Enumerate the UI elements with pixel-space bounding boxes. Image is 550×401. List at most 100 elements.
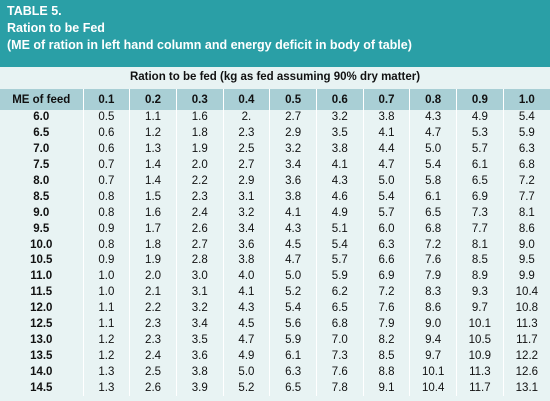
ration-value-cell: 4.3 — [269, 221, 317, 238]
ration-value-cell: 1.6 — [175, 110, 224, 126]
ration-value-cell: 0.8 — [82, 237, 130, 254]
ration-value-cell: 10.5 — [456, 332, 504, 349]
table-row: 6.0 0.5 1.1 1.6 2. 2.7 3.2 3.8 4.3 4.9 5.4 — [0, 110, 550, 126]
ration-value-cell: 6.9 — [456, 189, 504, 206]
ration-value-cell: 2.2 — [175, 173, 224, 190]
ration-value-cell: 5.2 — [269, 284, 317, 301]
ration-value-cell: 0.6 — [82, 141, 130, 158]
ration-value-cell: 2.7 — [269, 110, 317, 126]
table-subheading: Ration to be fed (kg as fed assuming 90%… — [0, 65, 550, 89]
ration-value-cell: 10.1 — [409, 364, 457, 381]
ration-value-cell: 10.4 — [502, 284, 550, 301]
ration-value-cell: 3.6 — [269, 173, 317, 190]
ration-value-cell: 8.6 — [502, 221, 550, 238]
me-value-cell: 8.5 — [0, 189, 84, 206]
ration-value-cell: 3.5 — [175, 332, 224, 349]
me-value-cell: 11.5 — [0, 284, 84, 301]
me-value-cell: 6.0 — [0, 110, 84, 126]
ration-value-cell: 6.5 — [315, 300, 364, 317]
ration-value-cell: 6.5 — [409, 205, 457, 222]
ration-value-cell: 12.6 — [502, 364, 550, 381]
ration-value-cell: 3.6 — [175, 348, 224, 365]
table-title: Ration to be Fed — [7, 21, 105, 35]
table-caption: (ME of ration in left hand column and en… — [7, 38, 412, 52]
ration-value-cell: 9.0 — [502, 237, 550, 254]
ration-value-cell: 2.0 — [129, 268, 177, 285]
ration-value-cell: 2.3 — [129, 332, 177, 349]
me-value-cell: 10.5 — [0, 253, 84, 269]
ration-value-cell: 1.3 — [82, 364, 130, 381]
ration-value-cell: 5.4 — [409, 157, 457, 174]
me-value-cell: 7.5 — [0, 157, 84, 174]
ration-value-cell: 5.7 — [456, 141, 504, 158]
ration-value-cell: 2.3 — [175, 189, 224, 206]
ration-value-cell: 9.3 — [456, 284, 504, 301]
column-header-deficit: 0.1 — [82, 89, 130, 110]
ration-value-cell: 7.2 — [362, 284, 410, 301]
ration-value-cell: 3.1 — [222, 189, 270, 206]
ration-value-cell: 11.7 — [502, 332, 550, 349]
me-value-cell: 7.0 — [0, 141, 84, 158]
ration-value-cell: 1.6 — [129, 205, 177, 222]
ration-value-cell: 5.6 — [269, 316, 317, 333]
ration-value-cell: 7.6 — [409, 253, 457, 269]
ration-value-cell: 8.5 — [362, 348, 410, 365]
ration-value-cell: 9.7 — [456, 300, 504, 317]
ration-value-cell: 1.2 — [82, 332, 130, 349]
ration-value-cell: 9.1 — [362, 380, 410, 397]
ration-value-cell: 4.1 — [362, 125, 410, 142]
ration-value-cell: 4.5 — [269, 237, 317, 254]
ration-value-cell: 5.0 — [222, 364, 270, 381]
ration-value-cell: 4.3 — [409, 110, 457, 126]
ration-value-cell: 11.3 — [456, 364, 504, 381]
ration-value-cell: 3.8 — [362, 110, 410, 126]
table-row: 8.0 0.7 1.4 2.2 2.9 3.6 4.3 5.0 5.8 6.5 7.2 — [0, 173, 550, 190]
ration-value-cell: 8.5 — [456, 253, 504, 269]
ration-value-cell: 6.3 — [269, 364, 317, 381]
column-header-deficit: 0.6 — [315, 89, 364, 110]
header-row: ME of feed 0.1 0.2 0.3 0.4 0.5 0.6 0.7 0.8 0.9 1.… — [0, 89, 550, 110]
ration-value-cell: 7.3 — [315, 348, 364, 365]
column-header-deficit: 0.7 — [362, 89, 410, 110]
ration-value-cell: 6.0 — [362, 221, 410, 238]
ration-value-cell: 6.6 — [362, 253, 410, 269]
ration-value-cell: 5.2 — [222, 380, 270, 397]
ration-value-cell: 0.5 — [82, 110, 130, 126]
ration-value-cell: 9.9 — [502, 268, 550, 285]
ration-value-cell: 0.9 — [82, 253, 130, 269]
ration-value-cell: 3.8 — [222, 253, 270, 269]
ration-value-cell: 6.8 — [502, 157, 550, 174]
ration-value-cell: 3.6 — [222, 237, 270, 254]
table-row: 10.5 0.9 1.9 2.8 3.8 4.7 5.7 6.6 7.6 8.5 9.5 — [0, 253, 550, 269]
ration-value-cell: 0.8 — [82, 189, 130, 206]
ration-value-cell: 10.9 — [456, 348, 504, 365]
ration-value-cell: 9.7 — [409, 348, 457, 365]
ration-value-cell: 6.2 — [315, 284, 364, 301]
ration-value-cell: 5.4 — [269, 300, 317, 317]
ration-value-cell: 1.1 — [82, 316, 130, 333]
ration-value-cell: 10.1 — [456, 316, 504, 333]
ration-value-cell: 1.3 — [82, 380, 130, 397]
ration-value-cell: 5.7 — [362, 205, 410, 222]
ration-value-cell: 11.3 — [502, 316, 550, 333]
ration-value-cell: 7.9 — [409, 268, 457, 285]
table-number: TABLE 5. — [7, 4, 62, 18]
ration-value-cell: 2.6 — [129, 380, 177, 397]
ration-value-cell: 2.7 — [222, 157, 270, 174]
table-row: 6.5 0.6 1.2 1.8 2.3 2.9 3.5 4.1 4.7 5.3 5.9 — [0, 125, 550, 142]
ration-value-cell: 4.9 — [222, 348, 270, 365]
ration-value-cell: 4.1 — [269, 205, 317, 222]
ration-value-cell: 0.9 — [82, 221, 130, 238]
column-header-deficit: 0.5 — [269, 89, 317, 110]
ration-value-cell: 8.1 — [456, 237, 504, 254]
ration-value-cell: 1.8 — [129, 237, 177, 254]
me-value-cell: 8.0 — [0, 173, 84, 190]
ration-value-cell: 5.9 — [502, 125, 550, 142]
ration-value-cell: 2.2 — [129, 300, 177, 317]
ration-value-cell: 6.3 — [362, 237, 410, 254]
ration-table: ME of feed 0.1 0.2 0.3 0.4 0.5 0.6 0.7 0.8 0.9 1.… — [0, 89, 550, 397]
table-row: 12.5 1.1 2.3 3.4 4.5 5.6 6.8 7.9 9.0 10.1 11.3 — [0, 316, 550, 333]
me-value-cell: 14.5 — [0, 380, 84, 397]
ration-value-cell: 3.4 — [175, 316, 224, 333]
ration-value-cell: 0.7 — [82, 173, 130, 190]
